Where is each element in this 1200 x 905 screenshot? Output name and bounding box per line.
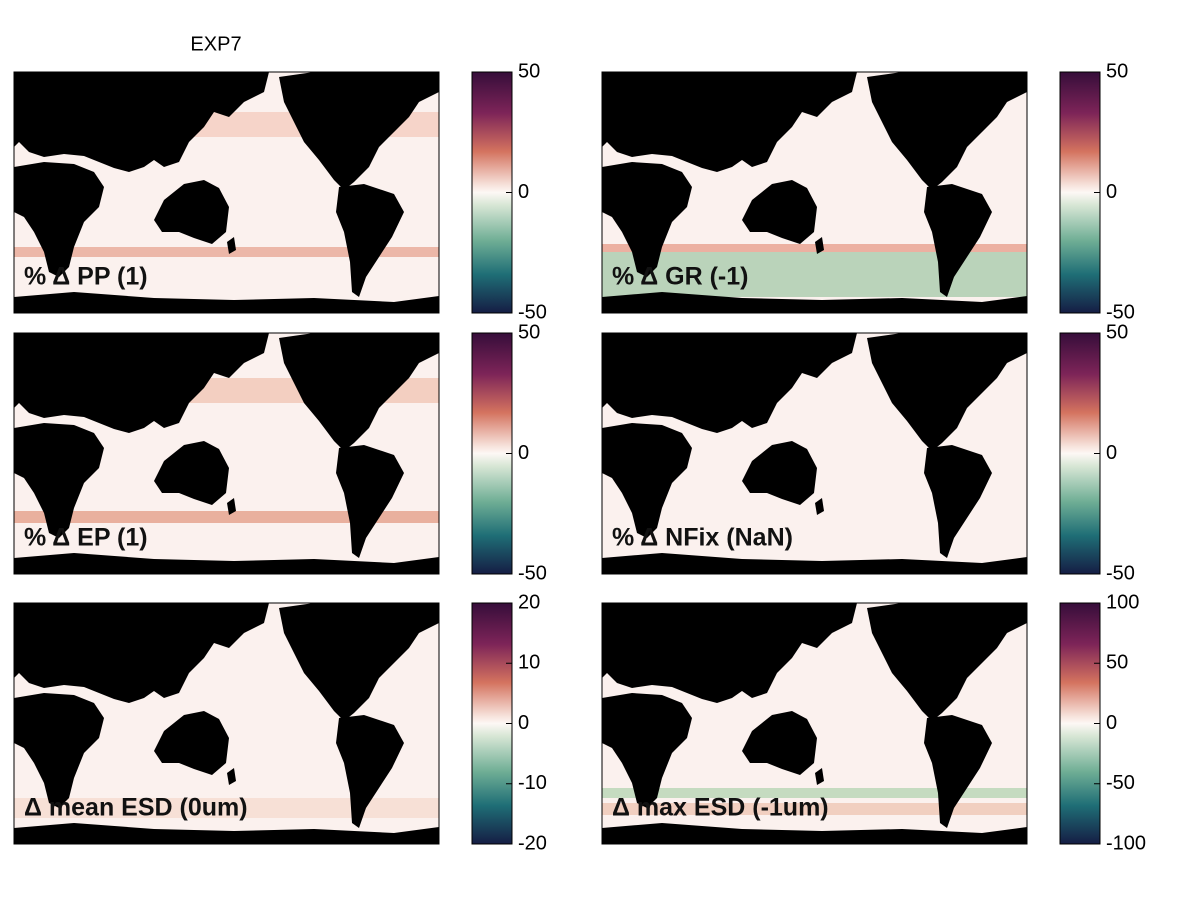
anomaly-band [602,803,1027,815]
colorbar-tick-label: 0 [1106,442,1117,464]
colorbar-tick-label: 50 [1106,60,1128,82]
colorbar-tick-label: 0 [1106,181,1117,203]
figure-title: EXP7 [190,33,241,55]
colorbar-tick-label: 0 [518,712,529,734]
colorbar-tick-label: 50 [1106,321,1128,343]
colorbar-tick-label: 50 [518,60,540,82]
map-panel: Δ max ESD (-1um) 100 50 0 -50 -100 [601,591,1146,854]
map-panel: % Δ GR (-1) 50 0 -50 [601,60,1135,323]
map-frame [13,332,440,575]
map-frame [601,71,1028,314]
colorbar-tick-label: -100 [1106,832,1146,854]
colorbar-tick-label: 0 [518,442,529,464]
panel-label: Δ mean ESD (0um) [24,794,248,822]
colorbar-tick-label: -50 [518,562,547,584]
panel-label: % Δ GR (-1) [612,263,749,291]
panel-label: % Δ PP (1) [24,263,148,291]
colorbar [1059,332,1101,575]
map-panel: Δ mean ESD (0um) 20 10 0 -10 -20 [13,591,547,854]
colorbar-tick-label: -10 [518,772,547,794]
colorbar [471,602,513,845]
colorbar-tick-label: 20 [518,591,540,613]
colorbar-tick-label: 10 [518,652,540,674]
colorbar-tick-label: -50 [1106,562,1135,584]
anomaly-band [602,788,1027,798]
map-frame [601,332,1028,575]
map-frame [601,602,1028,845]
colorbar-tick-label: 0 [518,181,529,203]
map-frame [13,71,440,314]
map-panel: % Δ EP (1) 50 0 -50 [13,321,547,584]
colorbar-tick-label: -50 [1106,772,1135,794]
map-panel: % Δ PP (1) 50 0 -50 [13,60,547,323]
colorbar-tick-label: 0 [1106,712,1117,734]
colorbar [1059,602,1101,845]
panels: % Δ PP (1)500-50% Δ GR (-1)500-50% Δ EP … [13,60,1146,854]
anomaly-band [14,798,439,818]
colorbar [1059,71,1101,314]
anomaly-band [602,244,1027,252]
colorbar [471,332,513,575]
colorbar-tick-label: -20 [518,832,547,854]
panel-label: % Δ NFix (NaN) [612,524,793,552]
anomaly-band [14,511,439,523]
anomaly-band [14,247,439,257]
panel-label: % Δ EP (1) [24,524,148,552]
panel-label: Δ max ESD (-1um) [612,794,829,822]
colorbar-tick-label: 100 [1106,591,1139,613]
map-frame [13,602,440,845]
colorbar-tick-label: 50 [518,321,540,343]
map-panel: % Δ NFix (NaN) 50 0 -50 [601,321,1135,584]
colorbar-tick-label: 50 [1106,652,1128,674]
colorbar-tick-label: -50 [518,301,547,323]
colorbar-tick-label: -50 [1106,301,1135,323]
